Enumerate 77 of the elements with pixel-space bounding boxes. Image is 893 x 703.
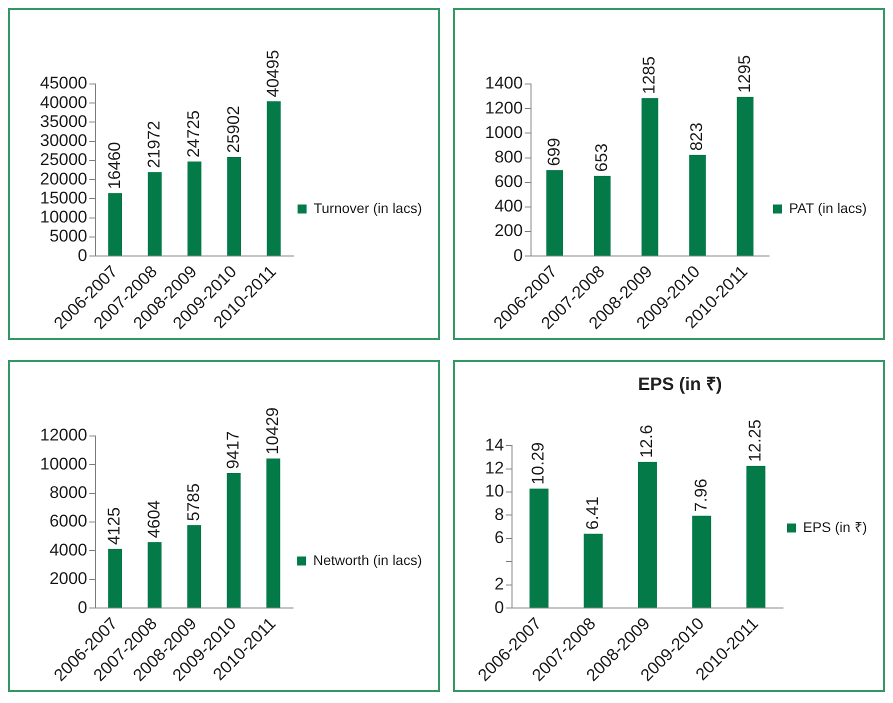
y-tick-label: 0 (494, 598, 504, 617)
data-label: 16460 (104, 142, 124, 190)
y-tick-label: 20000 (40, 169, 88, 188)
data-label: 653 (592, 143, 611, 172)
y-tick-label: 1000 (484, 122, 523, 142)
y-tick-label: 14 (484, 435, 504, 454)
y-tick-label: 6000 (49, 512, 88, 531)
bar (736, 96, 754, 256)
data-label: 4125 (104, 507, 124, 545)
y-tick-label: 6 (494, 528, 504, 548)
y-tick-label: 600 (494, 172, 523, 192)
y-tick-label: 40000 (40, 92, 88, 112)
bar (187, 162, 202, 256)
data-label: 21972 (144, 120, 164, 168)
bar (266, 101, 281, 256)
chart-title: EPS (in ₹) (638, 374, 722, 394)
bar (187, 525, 202, 608)
y-tick-label: 0 (78, 598, 88, 617)
data-label: 1285 (640, 56, 659, 94)
bar (692, 516, 712, 608)
data-label: 12.25 (746, 419, 765, 462)
y-tick-label: 2000 (49, 569, 88, 588)
bar (108, 193, 122, 256)
bar (266, 458, 280, 608)
bar (227, 157, 242, 256)
y-tick-label: 25000 (40, 150, 88, 170)
bar (594, 176, 611, 256)
y-tick-label: 1400 (484, 74, 523, 93)
y-tick-label: 15000 (40, 188, 88, 208)
y-tick-label: 10000 (40, 208, 88, 227)
data-label: 6.41 (582, 496, 602, 530)
y-tick-label: 8 (494, 504, 504, 524)
y-tick-label: 1200 (484, 98, 523, 118)
bar (689, 154, 706, 256)
bar (148, 172, 162, 256)
bar (546, 170, 563, 256)
bar (148, 542, 162, 608)
y-tick-label: 10 (484, 482, 504, 501)
y-tick-label: 400 (494, 196, 523, 216)
y-tick-label: 0 (78, 246, 88, 265)
legend-label: PAT (in lacs) (788, 200, 867, 216)
y-tick-label: 10000 (40, 454, 88, 474)
y-tick-label: 8000 (49, 483, 88, 502)
y-tick-label: 800 (494, 147, 523, 166)
bar (746, 466, 766, 608)
y-tick-label: 5000 (49, 226, 88, 246)
y-tick-label: 12000 (40, 426, 88, 445)
y-tick-label: 35000 (40, 112, 88, 131)
bar (530, 488, 549, 608)
data-label: 823 (687, 122, 706, 151)
data-label: 5785 (184, 483, 203, 522)
legend-label: EPS (in ₹) (802, 518, 867, 535)
y-tick-label: 200 (494, 221, 523, 240)
legend-label: Turnover (in lacs) (314, 200, 422, 216)
y-tick-label: 0 (513, 246, 523, 265)
bar (642, 98, 658, 256)
bar (584, 534, 603, 608)
y-tick-label: 30000 (40, 131, 88, 150)
bar (108, 548, 122, 608)
data-label: 10429 (262, 407, 282, 455)
y-tick-label: 2 (494, 574, 504, 594)
data-label: 7.96 (691, 478, 710, 512)
y-tick-label: 45000 (40, 74, 88, 93)
data-label: 4604 (144, 500, 164, 538)
data-label: 699 (544, 138, 564, 166)
bar (638, 462, 657, 608)
data-label: 12.6 (637, 424, 656, 458)
bar (226, 473, 241, 608)
data-label: 10.29 (528, 442, 548, 485)
y-tick-label: 12 (484, 458, 504, 478)
data-label: 25902 (224, 106, 243, 154)
data-label: 1295 (734, 55, 754, 93)
legend-label: Networth (in lacs) (313, 552, 422, 568)
data-label: 24725 (184, 110, 204, 158)
data-label: 9417 (223, 431, 242, 470)
y-tick-label: 4000 (49, 540, 88, 560)
data-label: 40495 (263, 50, 282, 98)
